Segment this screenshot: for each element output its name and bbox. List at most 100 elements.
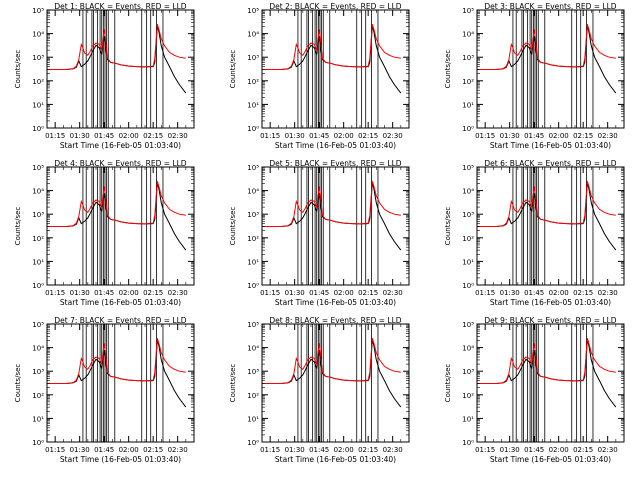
y-tick-label: 10⁴ <box>462 345 474 353</box>
y-axis-label: Counts/sec <box>444 50 452 89</box>
x-tick-label: 02:15 <box>358 289 378 297</box>
x-tick-label: 01:45 <box>524 289 544 297</box>
y-tick-label: 10³ <box>32 54 44 62</box>
y-axis-label: Counts/sec <box>229 207 237 246</box>
series-line-events <box>262 340 402 408</box>
y-tick-label: 10³ <box>247 368 259 376</box>
y-tick-label: 10⁰ <box>32 125 44 133</box>
x-tick-label: 02:30 <box>598 446 618 454</box>
x-tick-label: 01:15 <box>475 446 495 454</box>
x-tick-label: 02:15 <box>358 446 378 454</box>
x-axis-label: Start Time (16-Feb-05 01:03:40) <box>490 455 611 464</box>
x-tick-label: 02:30 <box>598 289 618 297</box>
y-tick-label: 10⁴ <box>462 31 474 39</box>
x-tick-label: 02:30 <box>168 132 188 140</box>
x-tick-label: 01:30 <box>500 132 520 140</box>
panel-det-3: 10⁰ 10¹ 10² 10³ 10⁴ 10⁵ 01:15 01:30 01:45 02:00 02… <box>444 2 625 150</box>
y-tick-label: 10¹ <box>32 415 44 423</box>
x-tick-label: 01:15 <box>260 289 280 297</box>
y-tick-label: 10⁵ <box>247 164 259 172</box>
series-line-lld <box>477 181 616 227</box>
y-tick-label: 10² <box>247 392 259 400</box>
x-tick-label: 01:30 <box>500 446 520 454</box>
y-tick-label: 10⁴ <box>32 345 44 353</box>
panel-det-8: 10⁰ 10¹ 10² 10³ 10⁴ 10⁵ 01:15 01:30 01:45 02:00 02… <box>229 316 410 464</box>
y-axis-label: Counts/sec <box>229 364 237 403</box>
y-tick-label: 10¹ <box>247 415 259 423</box>
y-tick-label: 10⁰ <box>462 439 474 447</box>
y-axis-label: Counts/sec <box>444 364 452 403</box>
y-tick-label: 10³ <box>32 368 44 376</box>
x-axis-label: Start Time (16-Feb-05 01:03:40) <box>275 455 396 464</box>
x-tick-label: 02:00 <box>334 289 354 297</box>
y-tick-label: 10³ <box>462 54 474 62</box>
x-tick-label: 01:30 <box>500 289 520 297</box>
x-tick-label: 01:45 <box>94 289 114 297</box>
series-line-events <box>477 26 617 94</box>
x-tick-label: 02:30 <box>168 446 188 454</box>
y-tick-label: 10⁴ <box>247 345 259 353</box>
x-tick-label: 02:30 <box>168 289 188 297</box>
x-tick-label: 02:15 <box>573 132 593 140</box>
x-tick-label: 01:15 <box>475 132 495 140</box>
panel-det-9: 10⁰ 10¹ 10² 10³ 10⁴ 10⁵ 01:15 01:30 01:45 02:00 02… <box>444 316 625 464</box>
y-tick-label: 10³ <box>247 54 259 62</box>
x-tick-label: 02:30 <box>383 132 403 140</box>
y-axis-label: Counts/sec <box>14 50 22 89</box>
series-line-events <box>477 183 617 251</box>
y-tick-label: 10³ <box>247 211 259 219</box>
y-tick-label: 10⁴ <box>247 188 259 196</box>
x-tick-label: 02:15 <box>358 132 378 140</box>
x-tick-label: 01:15 <box>260 132 280 140</box>
x-tick-label: 01:15 <box>475 289 495 297</box>
panel-title: Det 7: BLACK = Events, RED = LLD <box>54 316 186 325</box>
series-line-lld <box>262 24 401 70</box>
x-tick-label: 01:15 <box>45 446 65 454</box>
y-tick-label: 10¹ <box>247 101 259 109</box>
y-tick-label: 10⁵ <box>32 164 44 172</box>
y-tick-label: 10² <box>462 392 474 400</box>
y-tick-label: 10⁰ <box>32 439 44 447</box>
y-tick-label: 10⁵ <box>462 7 474 15</box>
y-axis-label: Counts/sec <box>444 207 452 246</box>
x-tick-label: 02:00 <box>119 446 139 454</box>
y-tick-label: 10⁴ <box>462 188 474 196</box>
x-tick-label: 02:15 <box>573 446 593 454</box>
x-axis-label: Start Time (16-Feb-05 01:03:40) <box>275 298 396 307</box>
x-tick-label: 01:30 <box>285 132 305 140</box>
y-tick-label: 10¹ <box>462 258 474 266</box>
y-tick-label: 10⁰ <box>462 125 474 133</box>
y-tick-label: 10² <box>247 235 259 243</box>
panel-title: Det 9: BLACK = Events, RED = LLD <box>484 316 616 325</box>
x-tick-label: 02:00 <box>549 289 569 297</box>
y-tick-label: 10⁰ <box>247 282 259 290</box>
panel-title: Det 4: BLACK = Events, RED = LLD <box>54 159 186 168</box>
y-tick-label: 10² <box>462 78 474 86</box>
x-tick-label: 01:45 <box>524 446 544 454</box>
x-tick-label: 01:45 <box>524 132 544 140</box>
panel-title: Det 6: BLACK = Events, RED = LLD <box>484 159 616 168</box>
x-tick-label: 01:30 <box>285 289 305 297</box>
y-tick-label: 10⁵ <box>462 164 474 172</box>
y-tick-label: 10² <box>32 392 44 400</box>
y-tick-label: 10² <box>32 235 44 243</box>
x-tick-label: 01:30 <box>70 446 90 454</box>
x-axis-label: Start Time (16-Feb-05 01:03:40) <box>490 298 611 307</box>
panel-det-7: 10⁰ 10¹ 10² 10³ 10⁴ 10⁵ 01:15 01:30 01:45 02:00 02… <box>14 316 195 464</box>
x-tick-label: 02:15 <box>143 289 163 297</box>
x-tick-label: 02:00 <box>119 289 139 297</box>
x-tick-label: 01:45 <box>309 289 329 297</box>
x-tick-label: 02:30 <box>383 289 403 297</box>
y-tick-label: 10⁵ <box>462 321 474 329</box>
y-axis-label: Counts/sec <box>14 207 22 246</box>
x-tick-label: 02:00 <box>334 132 354 140</box>
series-line-events <box>47 26 187 94</box>
x-axis-label: Start Time (16-Feb-05 01:03:40) <box>60 298 181 307</box>
y-tick-label: 10² <box>247 78 259 86</box>
x-tick-label: 02:00 <box>549 446 569 454</box>
panel-title: Det 3: BLACK = Events, RED = LLD <box>484 2 616 11</box>
y-tick-label: 10¹ <box>32 258 44 266</box>
panel-title: Det 1: BLACK = Events, RED = LLD <box>54 2 186 11</box>
series-line-lld <box>262 338 401 384</box>
